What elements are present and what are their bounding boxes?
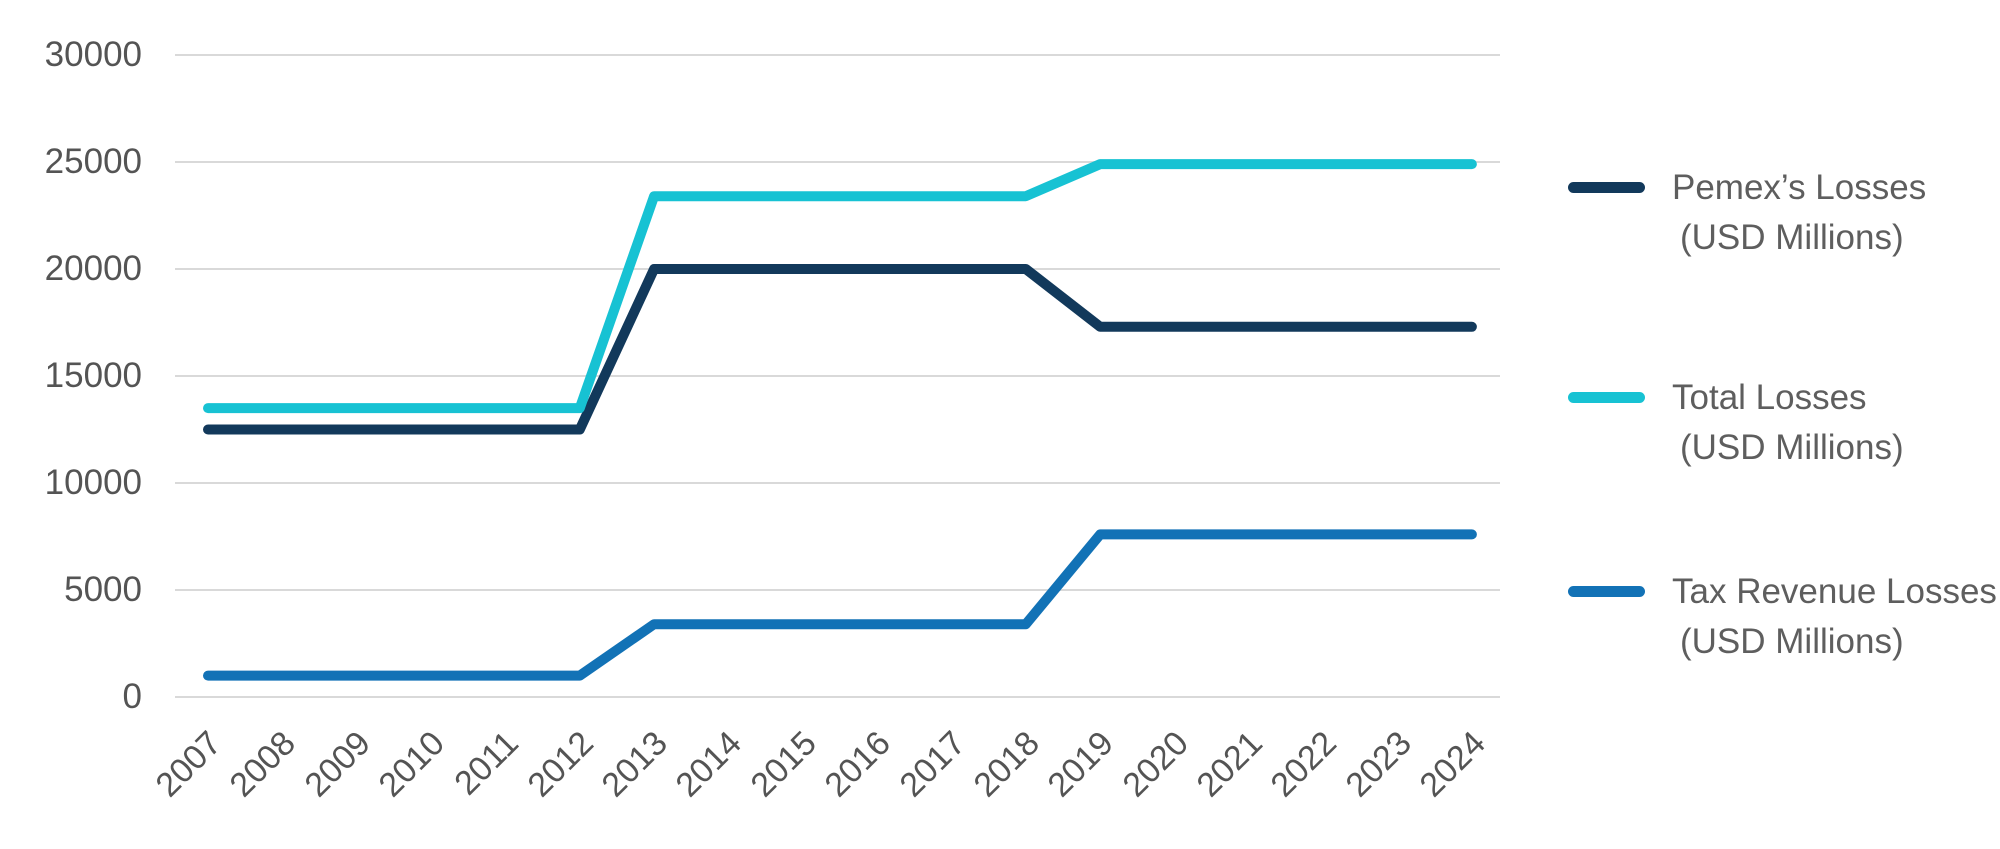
legend-label: Pemex’s Losses (USD Millions) xyxy=(1672,163,1926,263)
legend-item-2: Tax Revenue Losses (USD Millions) xyxy=(1568,567,1997,667)
y-tick-label: 25000 xyxy=(44,142,142,181)
series-line-2 xyxy=(203,529,1477,681)
legend-label-line1: Total Losses xyxy=(1672,378,1867,417)
legend-item-0: Pemex’s Losses (USD Millions) xyxy=(1568,163,1926,263)
legend-label-line2: (USD Millions) xyxy=(1680,428,1904,467)
legend-label-line2: (USD Millions) xyxy=(1680,218,1904,257)
y-tick-label: 15000 xyxy=(44,356,142,395)
y-tick-label: 5000 xyxy=(64,570,142,609)
y-tick-label: 30000 xyxy=(44,35,142,74)
series-line-0 xyxy=(203,264,1477,435)
legend-line-swatch-icon xyxy=(1568,182,1645,193)
y-tick-label: 20000 xyxy=(44,249,142,288)
legend-label: Total Losses (USD Millions) xyxy=(1672,373,1904,473)
legend-line-swatch-icon xyxy=(1568,392,1645,403)
series-line-1 xyxy=(203,159,1477,414)
legend-label-line2: (USD Millions) xyxy=(1680,622,1904,661)
legend: Pemex’s Losses (USD Millions) Total Losses… xyxy=(1568,0,1998,849)
legend-label-line1: Tax Revenue Losses xyxy=(1672,572,1997,611)
legend-item-1: Total Losses (USD Millions) xyxy=(1568,373,1904,473)
legend-label: Tax Revenue Losses (USD Millions) xyxy=(1672,567,1997,667)
y-tick-label: 10000 xyxy=(44,463,142,502)
legend-line-swatch-icon xyxy=(1568,586,1645,597)
legend-label-line1: Pemex’s Losses xyxy=(1672,168,1927,207)
y-tick-label: 0 xyxy=(122,677,142,716)
